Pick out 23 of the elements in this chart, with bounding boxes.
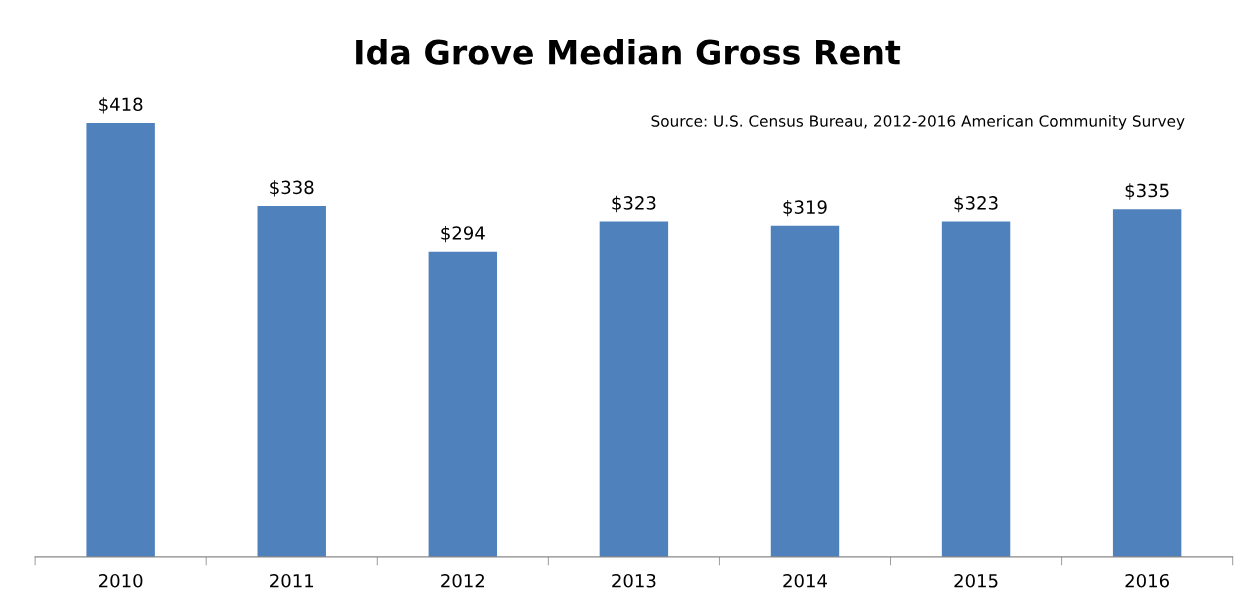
x-tick-label: 2010	[99, 573, 143, 588]
x-tick-label: 2016	[1125, 573, 1169, 588]
bar	[86, 122, 155, 557]
bar	[599, 221, 669, 557]
data-label: $294	[441, 225, 485, 243]
bar	[941, 221, 1011, 557]
data-label: $323	[954, 195, 998, 213]
x-tick-label: 2011	[270, 573, 314, 588]
data-label: $335	[1125, 183, 1169, 200]
x-tick-label: 2013	[612, 573, 656, 588]
data-label: $319	[783, 199, 827, 217]
data-label: $338	[270, 180, 314, 197]
x-tick-label: 2014	[783, 573, 827, 588]
data-label: $323	[612, 195, 656, 213]
bar	[1112, 209, 1182, 557]
bar	[257, 206, 326, 557]
chart-title: Ida Grove Median Gross Rent	[356, 38, 901, 65]
bar	[770, 225, 840, 557]
bar	[428, 251, 498, 557]
data-label: $418	[99, 97, 143, 114]
x-tick-label: 2015	[954, 573, 998, 588]
annotation: Source: U.S. Census Bureau, 2012-2016 American Community Survey	[651, 115, 1185, 130]
x-tick-label: 2012	[441, 573, 484, 588]
